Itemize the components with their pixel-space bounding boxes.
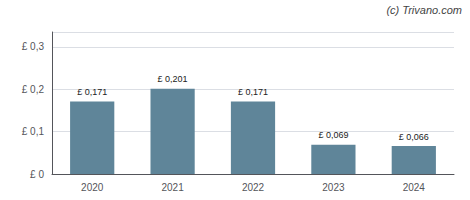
svg-text:2024: 2024: [403, 182, 426, 193]
svg-text:2020: 2020: [81, 182, 104, 193]
svg-text:2023: 2023: [322, 182, 345, 193]
svg-text:£ 0,066: £ 0,066: [399, 132, 429, 142]
svg-text:£ 0,2: £ 0,2: [22, 84, 45, 95]
svg-text:£ 0,201: £ 0,201: [158, 74, 188, 84]
svg-text:2022: 2022: [242, 182, 265, 193]
svg-text:(c) Trivano.com: (c) Trivano.com: [386, 4, 462, 16]
svg-text:£ 0,171: £ 0,171: [238, 87, 268, 97]
svg-text:£ 0,069: £ 0,069: [318, 130, 348, 140]
svg-text:2021: 2021: [161, 182, 184, 193]
svg-text:£ 0,1: £ 0,1: [22, 126, 45, 137]
svg-text:£ 0: £ 0: [30, 169, 44, 180]
svg-text:£ 0,3: £ 0,3: [22, 41, 45, 52]
svg-text:£ 0,171: £ 0,171: [77, 87, 107, 97]
